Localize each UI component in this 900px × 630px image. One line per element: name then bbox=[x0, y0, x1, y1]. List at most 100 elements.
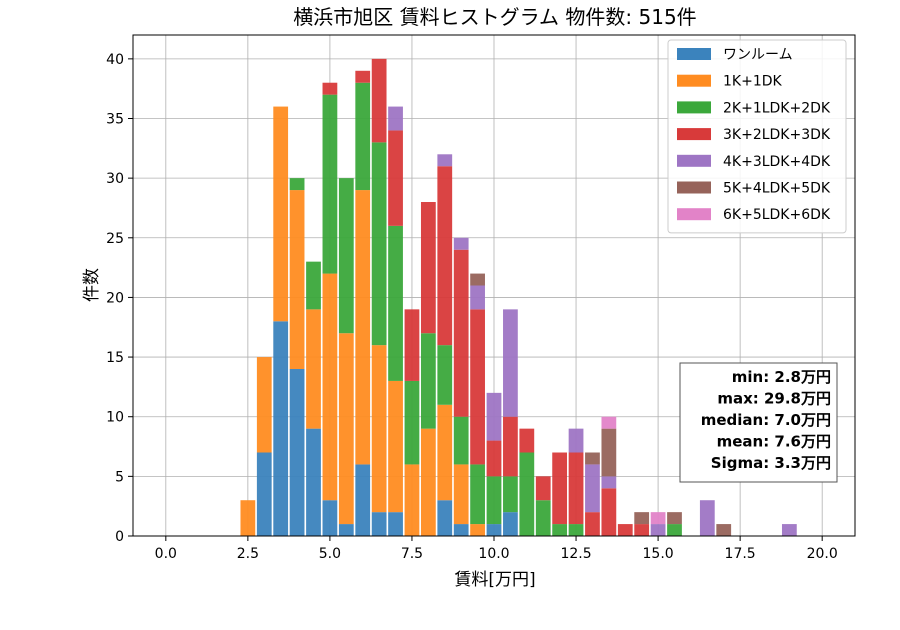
bar-segment bbox=[486, 524, 502, 536]
bar-segment bbox=[355, 190, 371, 465]
bar-segment bbox=[470, 464, 485, 525]
bar-segment bbox=[486, 476, 502, 525]
legend-frame bbox=[667, 39, 847, 234]
bar-segment bbox=[388, 106, 403, 131]
legend-entry: 3K+2LDK+3DK bbox=[723, 127, 831, 143]
bar-segment bbox=[585, 452, 600, 465]
bar-segment bbox=[404, 464, 420, 536]
bar-segment bbox=[273, 106, 289, 322]
bar-segment bbox=[420, 428, 436, 536]
bar-segment bbox=[306, 261, 321, 310]
bar-segment bbox=[322, 500, 338, 536]
y-tick-label: 15 bbox=[106, 350, 124, 366]
bar-segment bbox=[256, 357, 272, 453]
bar-segment bbox=[388, 130, 403, 226]
bar-segment bbox=[568, 428, 584, 453]
legend-swatch bbox=[677, 154, 711, 167]
y-tick-label: 25 bbox=[106, 231, 124, 247]
legend-entry: 4K+3LDK+4DK bbox=[723, 154, 831, 170]
x-axis-ticks: 0.0 2.5 5.0 7.5 10.0 12.5 15.0 17.5 20.0 bbox=[155, 536, 838, 562]
stats-line: mean: 7.6万円 bbox=[717, 433, 831, 451]
stats-box: min: 2.8万円 max: 29.8万円 median: 7.0万円 mean: … bbox=[679, 362, 838, 483]
x-tick-label: 20.0 bbox=[807, 546, 838, 562]
bar-segment bbox=[503, 512, 518, 536]
legend-entry: 5K+4LDK+5DK bbox=[723, 181, 831, 197]
bar-segment bbox=[355, 82, 371, 191]
bar-segment bbox=[289, 369, 305, 536]
stats-line: max: 29.8万円 bbox=[717, 390, 831, 408]
legend-swatch bbox=[677, 208, 711, 221]
bar-segment bbox=[371, 58, 387, 143]
x-tick-label: 5.0 bbox=[319, 546, 341, 562]
x-tick-label: 0.0 bbox=[155, 546, 177, 562]
bar-segment bbox=[519, 428, 535, 453]
stats-line: Sigma: 3.3万円 bbox=[711, 454, 831, 472]
bar-segment bbox=[503, 309, 518, 417]
bar-segment bbox=[306, 309, 321, 429]
bar-segment bbox=[371, 345, 387, 513]
stats-line: min: 2.8万円 bbox=[732, 368, 831, 386]
bar-segment bbox=[404, 380, 420, 465]
legend-swatch bbox=[677, 128, 711, 141]
bar-segment bbox=[453, 416, 469, 465]
bar-segment bbox=[420, 333, 436, 429]
bar-segment bbox=[667, 512, 682, 525]
bar-segment bbox=[568, 524, 584, 536]
y-tick-label: 35 bbox=[106, 112, 124, 128]
bar-segment bbox=[371, 512, 387, 536]
bar-segment bbox=[552, 524, 568, 536]
bar-segment bbox=[404, 309, 420, 381]
bar-segment bbox=[716, 524, 732, 536]
x-tick-label: 10.0 bbox=[478, 546, 509, 562]
y-tick-label: 0 bbox=[115, 529, 124, 545]
legend-entry: 1K+1DK bbox=[723, 74, 783, 90]
bar-segment bbox=[355, 464, 371, 536]
bar-segment bbox=[322, 273, 338, 501]
bar-segment bbox=[601, 476, 617, 489]
bar-segment bbox=[470, 309, 485, 465]
y-tick-label: 10 bbox=[106, 410, 124, 426]
bar-segment bbox=[585, 512, 600, 536]
bar-segment bbox=[601, 428, 617, 477]
bar-segment bbox=[453, 524, 469, 536]
bar-segment bbox=[486, 440, 502, 477]
bar-segment bbox=[289, 178, 305, 191]
bar-segment bbox=[453, 237, 469, 250]
bar-segment bbox=[338, 524, 354, 536]
bar-segment bbox=[470, 524, 485, 536]
bars bbox=[240, 58, 797, 536]
x-tick-label: 17.5 bbox=[725, 546, 756, 562]
bar-segment bbox=[650, 524, 666, 536]
bar-segment bbox=[388, 512, 403, 536]
bar-segment bbox=[437, 500, 453, 536]
bar-segment bbox=[503, 416, 518, 477]
bar-segment bbox=[552, 452, 568, 525]
bar-segment bbox=[437, 345, 453, 405]
x-tick-label: 15.0 bbox=[643, 546, 674, 562]
bar-segment bbox=[338, 333, 354, 525]
bar-segment bbox=[470, 273, 485, 286]
bar-segment bbox=[699, 500, 715, 536]
bar-segment bbox=[781, 524, 797, 536]
bar-segment bbox=[289, 190, 305, 369]
bar-segment bbox=[240, 500, 256, 536]
legend-entry: 2K+1LDK+2DK bbox=[723, 100, 831, 116]
bar-segment bbox=[256, 452, 272, 536]
bar-segment bbox=[634, 524, 650, 536]
bar-segment bbox=[322, 94, 338, 274]
bar-segment bbox=[420, 202, 436, 334]
bar-segment bbox=[601, 488, 617, 536]
stats-frame bbox=[679, 362, 838, 483]
bar-segment bbox=[535, 500, 551, 536]
legend-swatch bbox=[677, 48, 711, 60]
bar-segment bbox=[470, 285, 485, 310]
bar-segment bbox=[437, 166, 453, 346]
legend-entry: 6K+5LDK+6DK bbox=[723, 207, 831, 223]
bar-segment bbox=[585, 464, 600, 513]
bar-segment bbox=[453, 464, 469, 525]
bar-segment bbox=[273, 321, 289, 536]
bar-segment bbox=[486, 392, 502, 441]
bar-segment bbox=[437, 154, 453, 167]
bar-segment bbox=[634, 512, 650, 525]
bar-segment bbox=[519, 452, 535, 536]
